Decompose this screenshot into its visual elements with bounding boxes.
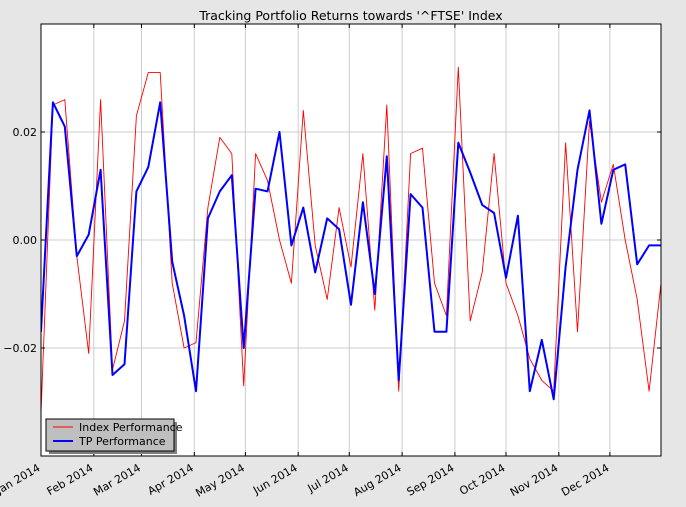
y-tick-label: −0.02 [3, 342, 37, 355]
x-tick-label: Jan 2014 [0, 461, 43, 497]
y-tick-label: 0.00 [13, 234, 38, 247]
x-tick-label: Oct 2014 [457, 461, 507, 498]
x-tick-label: May 2014 [193, 461, 246, 499]
x-tick-label: Aug 2014 [351, 461, 403, 499]
ticks-layer [40, 24, 661, 456]
x-tick-label: Sep 2014 [405, 461, 457, 498]
x-tick-label: Feb 2014 [45, 461, 96, 498]
x-tick-label: Dec 2014 [559, 461, 611, 499]
x-tick-label: Jul 2014 [305, 461, 351, 495]
chart-title: Tracking Portfolio Returns towards '^FTS… [198, 8, 502, 23]
x-tick-label: Jun 2014 [250, 461, 300, 497]
series-line-tp-performance [41, 101, 661, 401]
y-tick-label: 0.02 [13, 126, 38, 139]
legend-box [45, 418, 175, 452]
legend-label-tp-performance: TP Performance [78, 435, 166, 448]
x-tick-label: Apr 2014 [146, 461, 196, 498]
legend-label-index-performance: Index Performance [79, 421, 183, 434]
x-tick-label: Mar 2014 [91, 461, 143, 498]
series-line-index-performance [41, 66, 661, 413]
grid [40, 24, 661, 456]
legend: Index Performance TP Performance [45, 418, 183, 454]
x-tick-label: Nov 2014 [508, 461, 560, 499]
y-tick-labels: −0.02 0.00 0.02 [3, 126, 37, 355]
series-layer [41, 66, 661, 413]
